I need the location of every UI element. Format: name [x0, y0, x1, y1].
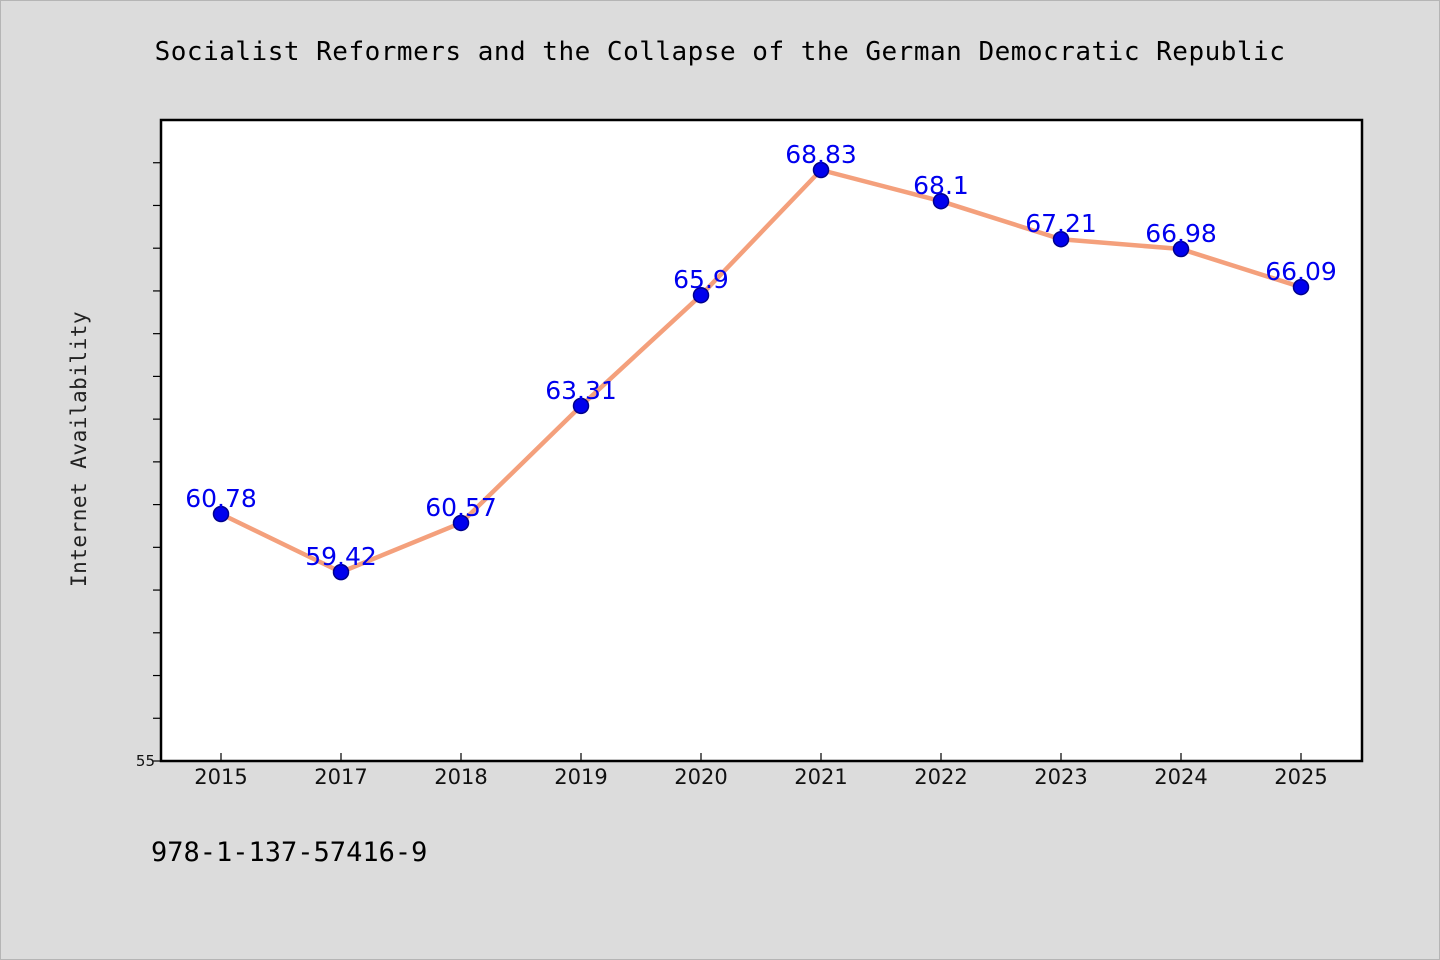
data-point: [572, 397, 590, 415]
x-tick-label: 2023: [1034, 765, 1087, 789]
data-markers: [212, 161, 1310, 581]
x-tick-label: 2018: [434, 765, 487, 789]
x-axis-ticks: 2015 2017 2018 2019 2020 2021 2022 2023 2024 2025: [194, 753, 1328, 789]
series-line: [218, 167, 1304, 575]
x-tick-label: 2025: [1274, 765, 1327, 789]
data-label: 68.1: [913, 171, 969, 200]
x-tick-label: 2015: [194, 765, 247, 789]
data-label: 60.57: [425, 493, 497, 522]
data-point: [1172, 240, 1190, 258]
data-label: 66.98: [1145, 219, 1217, 248]
x-tick-label: 2021: [794, 765, 847, 789]
x-tick-label: 2020: [674, 765, 727, 789]
data-point: [212, 505, 230, 523]
data-point: [1052, 230, 1070, 248]
y-tick-label: 55: [136, 752, 155, 770]
data-label: 59.42: [305, 542, 377, 571]
y-axis-ticks: 55: [136, 162, 161, 770]
data-point: [932, 192, 950, 210]
data-label: 63.31: [545, 376, 617, 405]
chart-title: Socialist Reformers and the Collapse of …: [154, 37, 1286, 67]
x-tick-label: 2019: [554, 765, 607, 789]
data-label: 60.78: [185, 484, 257, 513]
data-point: [1292, 278, 1310, 296]
data-label: 65.9: [673, 265, 729, 294]
data-point: [452, 514, 470, 532]
plot-area: [159, 118, 1364, 763]
x-tick-label: 2024: [1154, 765, 1207, 789]
data-label: 67.21: [1025, 209, 1097, 238]
series-line-group: [218, 167, 1304, 575]
data-point: [692, 286, 710, 304]
data-label: 68.83: [785, 140, 857, 169]
data-point: [332, 563, 350, 581]
data-labels: 60.78 59.42 60.57 63.31 65.9 68.83 68.1 67.21 66…: [185, 140, 1337, 571]
data-label: 66.09: [1265, 257, 1337, 286]
x-tick-label: 2022: [914, 765, 967, 789]
data-point: [812, 161, 830, 179]
footer-code: 978-1-137-57416-9: [151, 837, 428, 868]
x-tick-label: 2017: [314, 765, 367, 789]
